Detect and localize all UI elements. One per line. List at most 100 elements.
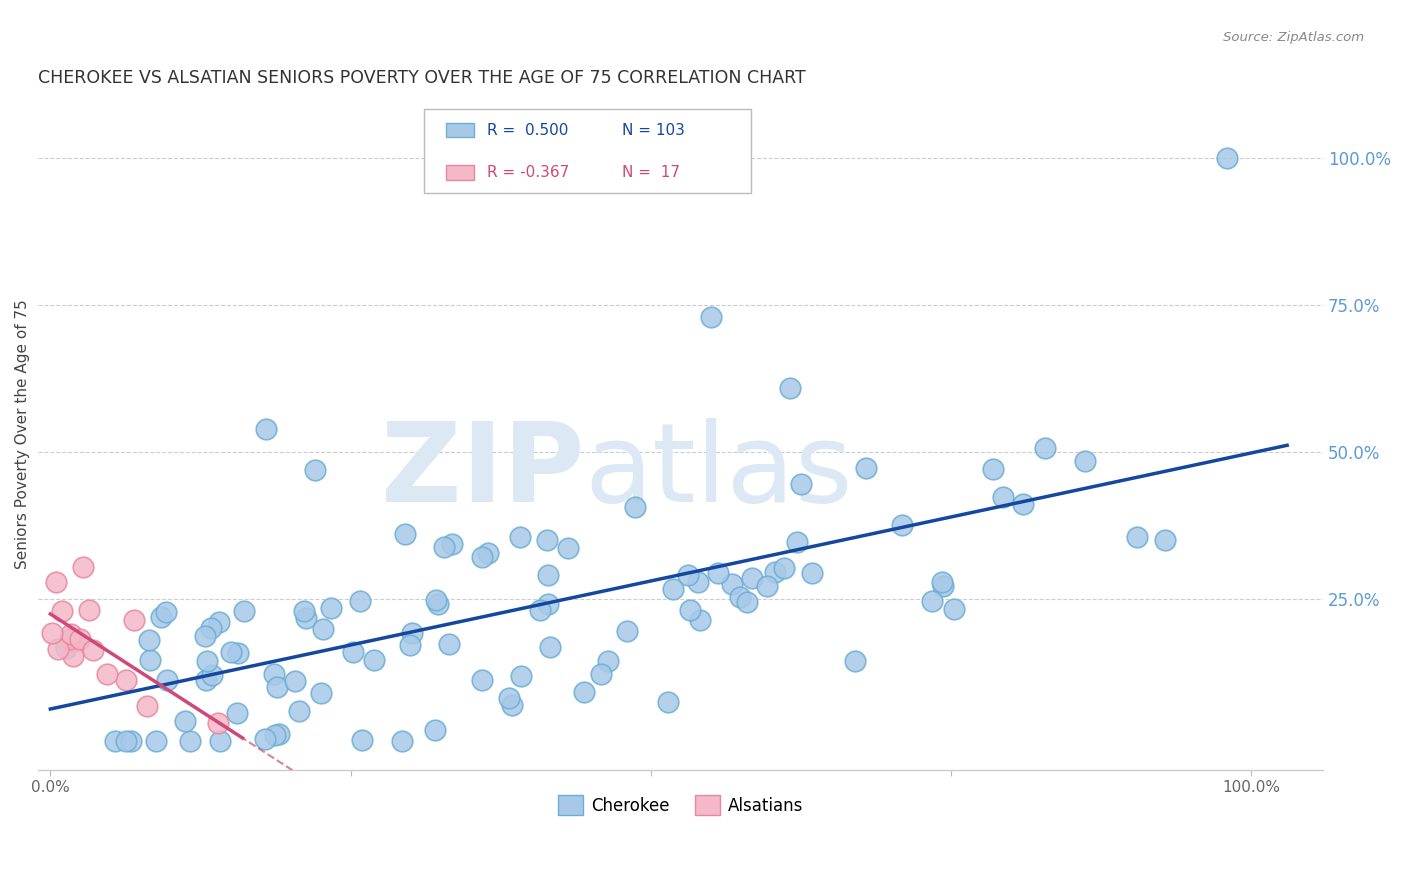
Point xyxy=(311,623,333,637)
Point xyxy=(267,727,290,741)
Point xyxy=(441,537,464,551)
Point xyxy=(437,637,460,651)
Point xyxy=(96,667,118,681)
Point xyxy=(135,699,157,714)
Point xyxy=(779,381,801,395)
Point xyxy=(221,645,243,659)
Point xyxy=(391,733,413,747)
Point xyxy=(844,654,866,668)
Point xyxy=(288,704,311,718)
Point xyxy=(156,673,179,688)
FancyBboxPatch shape xyxy=(446,123,474,137)
Point xyxy=(425,723,447,737)
Point xyxy=(942,601,965,615)
Point xyxy=(46,642,69,657)
Point xyxy=(55,640,77,655)
Point xyxy=(63,633,86,648)
Point xyxy=(200,621,222,635)
Point xyxy=(855,460,877,475)
Point xyxy=(931,574,953,589)
Point xyxy=(295,611,318,625)
Point xyxy=(263,667,285,681)
Point xyxy=(1012,497,1035,511)
Point xyxy=(342,645,364,659)
Point xyxy=(138,632,160,647)
Text: Source: ZipAtlas.com: Source: ZipAtlas.com xyxy=(1223,31,1364,45)
Point xyxy=(706,566,728,580)
Text: atlas: atlas xyxy=(585,418,853,525)
Point xyxy=(254,731,277,746)
Point xyxy=(679,603,702,617)
Point xyxy=(179,733,201,747)
Point xyxy=(501,698,523,712)
Point xyxy=(786,535,808,549)
Point xyxy=(536,597,558,611)
Point xyxy=(292,604,315,618)
Point xyxy=(283,673,305,688)
Point xyxy=(728,591,751,605)
Point xyxy=(394,527,416,541)
Point xyxy=(801,566,824,580)
Text: CHEROKEE VS ALSATIAN SENIORS POVERTY OVER THE AGE OF 75 CORRELATION CHART: CHEROKEE VS ALSATIAN SENIORS POVERTY OVE… xyxy=(38,69,806,87)
Point xyxy=(572,685,595,699)
Point xyxy=(537,568,560,582)
Point xyxy=(756,579,779,593)
Point xyxy=(311,686,333,700)
Point xyxy=(981,462,1004,476)
Point xyxy=(209,733,232,747)
Point xyxy=(1216,151,1239,165)
Point xyxy=(77,603,100,617)
Point xyxy=(150,610,173,624)
Point xyxy=(993,491,1015,505)
Point xyxy=(114,673,136,688)
Point xyxy=(266,680,288,694)
Point xyxy=(197,654,219,668)
Point xyxy=(319,601,342,615)
Point xyxy=(1154,533,1177,547)
Point xyxy=(145,733,167,747)
Point xyxy=(233,604,256,618)
Point xyxy=(115,733,138,747)
Point xyxy=(1033,441,1056,455)
Point xyxy=(401,625,423,640)
Point xyxy=(921,594,943,608)
Point xyxy=(686,575,709,590)
Point xyxy=(700,310,723,324)
Point xyxy=(790,476,813,491)
Point xyxy=(194,629,217,643)
Point xyxy=(425,592,447,607)
Point xyxy=(689,613,711,627)
Point xyxy=(536,533,558,547)
Text: R = -0.367: R = -0.367 xyxy=(486,165,569,180)
Point xyxy=(60,627,83,641)
Point xyxy=(225,706,247,720)
Point xyxy=(59,632,82,647)
Point xyxy=(363,652,385,666)
Point xyxy=(678,567,700,582)
Point xyxy=(471,673,494,688)
Text: R =  0.500: R = 0.500 xyxy=(486,122,568,137)
Point xyxy=(509,530,531,544)
Point xyxy=(662,582,685,597)
Point xyxy=(41,626,63,640)
Point xyxy=(399,638,422,652)
Point xyxy=(433,540,456,554)
Text: N = 103: N = 103 xyxy=(621,122,685,137)
Point xyxy=(155,605,177,619)
Text: ZIP: ZIP xyxy=(381,418,585,525)
Point xyxy=(104,733,127,747)
Point xyxy=(201,667,224,681)
Point xyxy=(529,603,551,617)
Point xyxy=(538,640,561,654)
Point xyxy=(349,594,371,608)
Point xyxy=(427,597,450,611)
Point xyxy=(82,643,104,657)
Point xyxy=(477,545,499,559)
Point xyxy=(763,565,786,579)
Point xyxy=(51,604,73,618)
Point xyxy=(891,517,914,532)
Point xyxy=(773,560,796,574)
Point xyxy=(721,577,744,591)
Point xyxy=(45,574,67,589)
Point xyxy=(122,613,145,627)
